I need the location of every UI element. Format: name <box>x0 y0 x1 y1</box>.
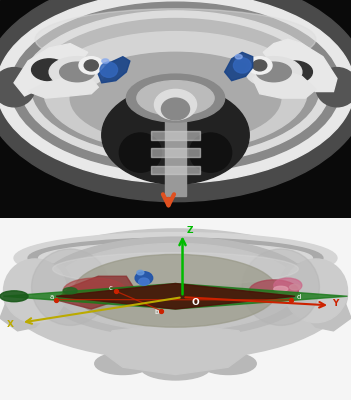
Bar <box>151 148 200 157</box>
Ellipse shape <box>161 98 190 120</box>
Bar <box>165 120 186 196</box>
Ellipse shape <box>247 57 272 74</box>
Polygon shape <box>225 52 253 81</box>
Ellipse shape <box>32 249 109 325</box>
Ellipse shape <box>53 244 298 331</box>
Ellipse shape <box>137 270 144 275</box>
Text: Y: Y <box>332 299 338 308</box>
Polygon shape <box>28 76 98 98</box>
Ellipse shape <box>35 9 316 70</box>
Text: d: d <box>297 294 301 300</box>
Ellipse shape <box>284 259 347 323</box>
Ellipse shape <box>95 353 151 374</box>
Ellipse shape <box>0 0 351 202</box>
Ellipse shape <box>274 278 302 293</box>
Ellipse shape <box>63 278 126 304</box>
Ellipse shape <box>140 354 211 380</box>
Ellipse shape <box>256 62 291 82</box>
Text: X: X <box>7 320 14 329</box>
Ellipse shape <box>233 58 251 73</box>
Text: O: O <box>191 298 199 307</box>
Ellipse shape <box>119 133 161 172</box>
Ellipse shape <box>253 60 267 71</box>
Ellipse shape <box>60 62 95 82</box>
Ellipse shape <box>21 11 330 164</box>
Polygon shape <box>14 44 88 96</box>
Ellipse shape <box>290 284 300 290</box>
Ellipse shape <box>246 57 302 87</box>
Ellipse shape <box>316 68 351 107</box>
Ellipse shape <box>84 60 98 71</box>
Text: a: a <box>49 294 53 300</box>
Ellipse shape <box>28 238 323 278</box>
Ellipse shape <box>39 237 312 337</box>
Polygon shape <box>253 70 316 98</box>
Ellipse shape <box>63 288 77 294</box>
Text: c: c <box>109 285 113 291</box>
Ellipse shape <box>102 59 109 63</box>
Ellipse shape <box>0 68 35 107</box>
Ellipse shape <box>154 89 197 120</box>
Ellipse shape <box>249 280 298 302</box>
Ellipse shape <box>44 32 307 152</box>
Ellipse shape <box>79 57 104 74</box>
Ellipse shape <box>200 353 256 374</box>
Ellipse shape <box>39 242 312 274</box>
Ellipse shape <box>70 52 281 144</box>
Ellipse shape <box>274 286 288 292</box>
Bar <box>151 166 200 174</box>
Polygon shape <box>4 284 347 309</box>
Ellipse shape <box>11 2 340 172</box>
Ellipse shape <box>102 86 249 184</box>
Ellipse shape <box>74 254 277 327</box>
Ellipse shape <box>4 259 67 323</box>
Ellipse shape <box>100 62 118 77</box>
Polygon shape <box>0 264 70 331</box>
Bar <box>151 131 200 140</box>
Ellipse shape <box>190 133 232 172</box>
Polygon shape <box>56 284 295 309</box>
Ellipse shape <box>277 61 312 83</box>
Ellipse shape <box>135 272 153 284</box>
Ellipse shape <box>14 232 337 284</box>
Ellipse shape <box>242 249 319 325</box>
Polygon shape <box>263 39 337 92</box>
Ellipse shape <box>126 74 225 122</box>
Ellipse shape <box>32 18 319 156</box>
Ellipse shape <box>0 291 28 302</box>
Polygon shape <box>98 57 130 83</box>
Polygon shape <box>98 324 253 374</box>
Text: b: b <box>154 309 159 315</box>
Ellipse shape <box>139 278 149 285</box>
Text: Z: Z <box>187 226 193 234</box>
Ellipse shape <box>0 0 351 183</box>
Polygon shape <box>281 264 351 331</box>
Ellipse shape <box>4 229 347 360</box>
Ellipse shape <box>32 59 67 81</box>
Ellipse shape <box>137 81 214 116</box>
Ellipse shape <box>53 252 298 285</box>
Ellipse shape <box>235 54 242 59</box>
Ellipse shape <box>49 57 105 87</box>
Polygon shape <box>56 276 133 309</box>
